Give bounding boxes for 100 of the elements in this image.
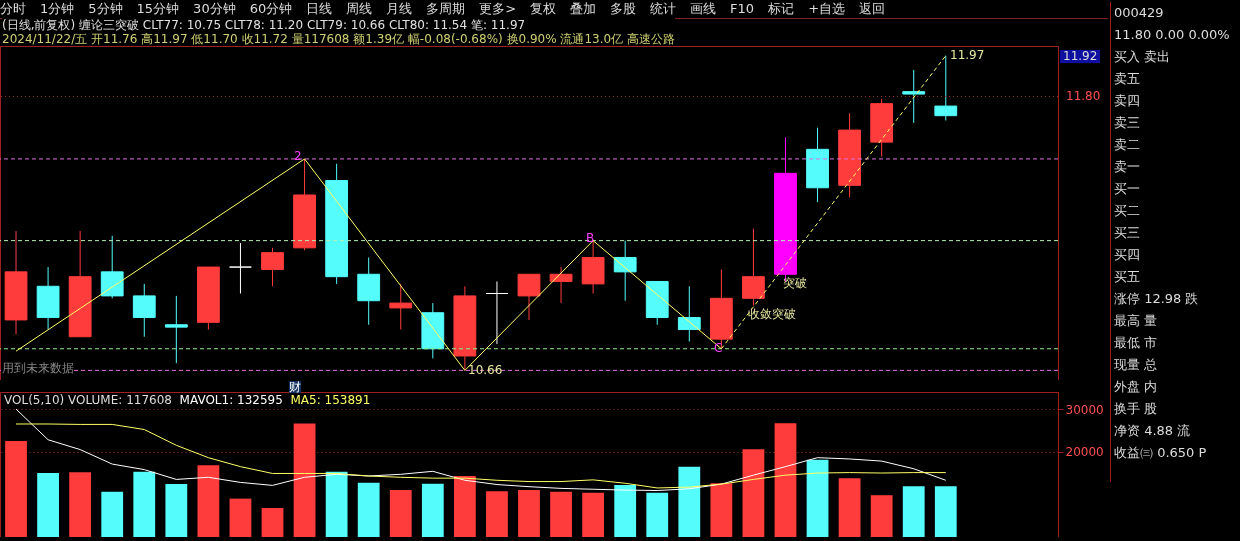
text: 画线 — [690, 1, 717, 16]
text: 日线 — [306, 1, 333, 16]
chart-title: VOL(5,10) VOLUME: 117608 — [4, 393, 172, 407]
text: 买三 — [1114, 224, 1141, 242]
text: 周线 — [346, 1, 373, 16]
candlestick — [613, 240, 637, 302]
bar — [934, 486, 957, 537]
text: F10 — [730, 1, 755, 16]
text: 现量 总 — [1114, 356, 1159, 374]
y-tick-label: 20000 — [1065, 445, 1104, 460]
text: 1分钟 — [40, 1, 75, 16]
text: 卖四 — [1114, 92, 1141, 110]
text: 最高 量 — [1114, 312, 1159, 330]
bar — [646, 492, 669, 537]
text: 卖一 — [1114, 158, 1141, 176]
bar — [710, 483, 733, 537]
bar — [550, 491, 572, 537]
text: 30分钟 — [193, 1, 236, 16]
bar — [389, 490, 412, 537]
bar — [486, 491, 508, 537]
text: MAVOL1: 132595 — [178, 393, 283, 407]
candlestick — [485, 280, 509, 345]
candlestick — [164, 295, 188, 364]
line-series — [15, 408, 947, 492]
bar — [421, 483, 444, 537]
annotation: 收敛突破 — [748, 307, 796, 321]
bar — [614, 484, 637, 537]
bar — [133, 471, 156, 537]
bar — [838, 478, 861, 537]
bar — [197, 465, 220, 537]
text: MA5: 153891 — [289, 393, 371, 407]
text: 5分钟 — [88, 1, 123, 16]
text: 返回 — [859, 1, 886, 16]
bar — [742, 449, 765, 537]
text: 买入 卖出 — [1114, 48, 1172, 66]
candlestick — [261, 247, 284, 287]
annotation: 财 — [289, 380, 301, 394]
y-tick-label: 30000 — [1065, 402, 1104, 417]
text: 卖三 — [1114, 114, 1141, 132]
text: 买二 — [1114, 202, 1141, 220]
candlestick — [132, 283, 156, 338]
bar — [806, 459, 829, 537]
text: 叠加 — [570, 1, 597, 16]
candlestick — [549, 266, 573, 304]
text: 月线 — [386, 1, 413, 16]
text: 11.92 — [1060, 49, 1101, 63]
bar — [902, 486, 925, 537]
text: 复权 — [530, 1, 557, 16]
text: 更多> — [479, 1, 517, 16]
text: 买五 — [1114, 268, 1141, 286]
text: 净资 4.88 流 — [1114, 422, 1192, 440]
annotation: 突破 — [783, 276, 807, 290]
text: 卖二 — [1114, 136, 1141, 154]
text: 11.80 0.00 0.00% — [1114, 26, 1231, 44]
bar — [293, 423, 316, 537]
bar — [165, 484, 188, 537]
text: 标记 — [768, 1, 795, 16]
text: 卖五 — [1114, 70, 1141, 88]
bar — [101, 491, 124, 537]
bar — [774, 423, 797, 537]
annotation: B — [586, 231, 595, 245]
bar — [325, 471, 348, 537]
text: 多周期 — [426, 1, 466, 16]
chart-subtitle: 2024/11/22/五 开11.76 高11.97 低11.70 收11.72 量117608 额1.39亿 幅-0.08(-0.68%) 换0.90% 流通13.0亿 高速公路 — [2, 32, 675, 46]
text: 多股 — [610, 1, 637, 16]
candlestick — [229, 242, 252, 294]
line-series — [15, 423, 947, 489]
text: 涨停 12.98 跌 — [1114, 290, 1200, 308]
chart-title: (日线,前复权) 缠论三突破 CLT77: 10.75 CLT78: 11.20 CLT79: 10.66 CLT80: 11.54 笔: 11.97 — [2, 18, 527, 32]
bar — [518, 490, 540, 537]
annotation: 用到未来数据 — [2, 361, 74, 375]
text: 买四 — [1114, 246, 1141, 264]
candlestick — [742, 228, 765, 307]
candlestick — [902, 69, 926, 124]
candlestick — [677, 285, 701, 343]
text: 外盘 内 — [1114, 378, 1159, 396]
text: 最低 市 — [1114, 334, 1159, 352]
bar — [453, 476, 476, 537]
text: 收益㈢ 0.650 P — [1114, 444, 1208, 462]
bar — [261, 508, 284, 537]
text: 买一 — [1114, 180, 1141, 198]
ref-line-label: 11.80 — [1066, 89, 1101, 104]
annotation: 11.97 — [950, 48, 985, 62]
text: 分时 — [0, 1, 26, 16]
bar — [678, 466, 701, 537]
bar — [37, 473, 59, 537]
bar — [69, 472, 92, 537]
bar — [357, 482, 380, 537]
bar — [582, 492, 605, 537]
text: 000429 — [1114, 4, 1165, 22]
annotation: 10.66 — [468, 363, 503, 377]
annotation: 2 — [294, 149, 302, 163]
text: 统计 — [650, 1, 677, 16]
bar — [229, 498, 252, 537]
text: 60分钟 — [249, 1, 293, 16]
text: 15分钟 — [136, 1, 180, 16]
text: 换手 股 — [1114, 400, 1159, 418]
candlestick — [517, 273, 541, 321]
text: +自选 — [808, 1, 846, 16]
bar — [870, 495, 893, 537]
